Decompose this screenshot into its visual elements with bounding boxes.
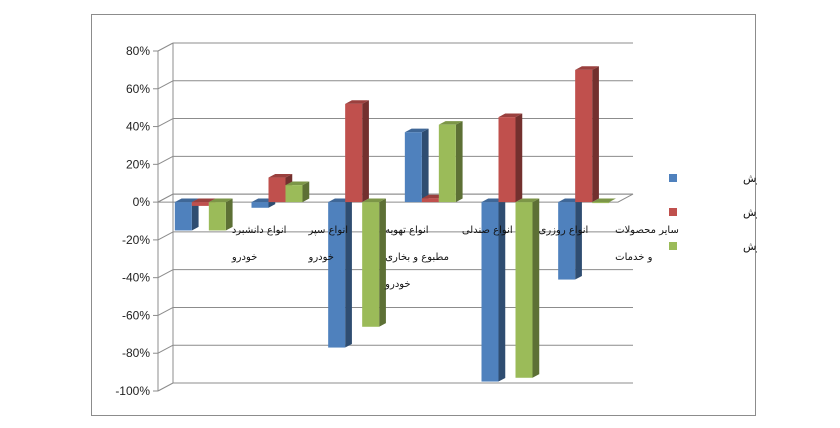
bar [515,202,533,378]
bar [592,202,610,204]
chart-frame: 80% 60% 40% 20% 0% -20% -40% -60% -80% -100% انوا… [91,14,757,416]
y-tick-label: -100% [115,384,150,398]
category-label: انواع دانشبرد [232,225,287,236]
bar [285,185,303,203]
gridline-depth [157,155,174,165]
category-label: مطبوع و بخاری [385,252,449,263]
bar-side [421,128,429,203]
bar [362,202,380,327]
category-labels: انواع دانشبرد خودرو انواع سپر خودرو انواع ته… [231,225,679,290]
bar-chart: 80% 60% 40% 20% 0% -20% -40% -60% -80% -100% انوا… [115,42,757,398]
bar-top [498,113,523,118]
y-tick-label: -80% [122,346,150,360]
y-tick-label: 80% [126,44,150,58]
category-label: انواع صندلی [462,225,513,236]
bar [438,124,456,203]
zero-plane [157,193,634,203]
bar-top [404,128,429,133]
gridline-depth [157,231,174,241]
category-label: و خدمات [615,252,652,263]
bar-side [302,181,310,203]
bar-side [575,198,582,280]
bar-side [515,113,523,203]
y-tick-label: -60% [122,308,150,322]
y-tick-label: 60% [126,82,150,96]
bar-top [268,173,293,178]
bar [404,132,422,203]
axes: 80% 60% 40% 20% 0% -20% -40% -60% -80% -100% [115,43,634,398]
bar [251,202,269,208]
legend-swatch [669,208,677,216]
bar-top [208,198,233,203]
bar [328,202,346,348]
bar [268,177,286,203]
legend-swatch [669,242,677,250]
category-label: انواع تهویه [385,225,428,236]
category-label: انواع سپر [308,225,349,236]
bar-top [174,198,199,203]
bar [345,103,363,203]
bar-top [515,198,540,203]
gridline-depth [157,118,174,127]
bar-side [592,66,599,203]
bar-top [285,181,310,186]
bar-top [438,121,463,125]
legend: مقدار فروش نرخ فروش مبلغ فروش [669,172,757,253]
legend-label: مبلغ فروش [743,240,757,253]
bar-side [191,198,199,231]
bar-side [498,198,506,382]
bar-side [379,198,386,327]
bar-side [225,198,233,231]
y-tick-label: 40% [126,120,150,134]
bar [575,69,593,203]
category-label: انواع روزری [539,225,589,236]
category-label: خودرو [308,252,334,263]
bar [191,202,209,206]
gridline-depth [157,344,174,354]
bar [558,202,576,280]
bar [421,198,439,203]
category-label: خودرو [231,252,257,263]
bar-top [191,198,216,203]
bar-side [362,100,369,203]
legend-swatch [669,174,677,182]
gridline-depth [157,269,174,279]
bar [174,202,192,231]
bar [481,202,499,382]
legend-label: نرخ فروش [743,206,757,219]
gridline-depth [157,382,174,392]
bar-side [455,121,463,203]
bar-top [592,198,616,203]
y-tick-label: 0% [133,195,151,209]
bar-side [345,198,352,348]
gridline-depth [157,42,174,52]
bar [208,202,226,231]
legend-label: مقدار فروش [743,172,757,185]
bar-top [345,100,369,104]
bar-top [575,66,599,70]
y-tick-label: -20% [122,233,150,247]
bar-side [532,198,540,378]
category-label: خودرو [384,279,410,290]
y-tick-label: 20% [126,157,150,171]
gridline-depth [157,307,174,316]
bar-top [362,198,386,203]
gridline-depth [157,80,174,90]
bars [174,66,616,382]
bar [498,117,516,203]
y-tick-label: -40% [122,271,150,285]
category-label: سایر محصولات [615,225,679,236]
